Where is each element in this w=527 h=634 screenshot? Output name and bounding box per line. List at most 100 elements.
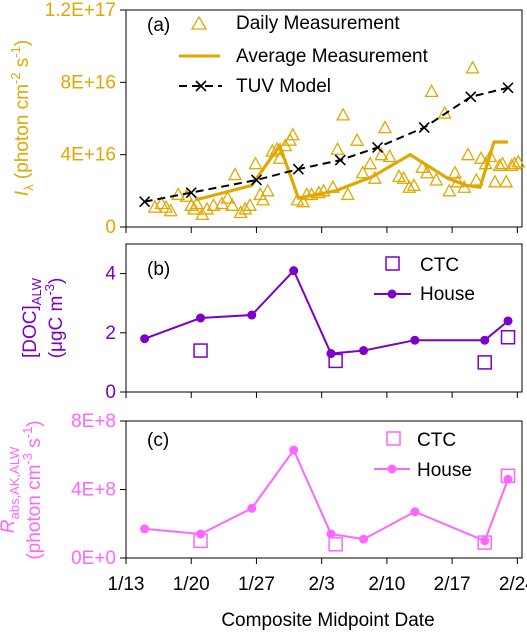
house-point [326,529,336,539]
panel-b-ylabel-line2: (μgC m-3) [42,278,67,359]
panel-c-ytick-label: 8E+8 [71,411,116,432]
legend-tuv-model: TUV Model [179,76,331,97]
legend-circle-marker [387,289,397,299]
daily-measurement-point [233,205,248,219]
panel-a-ylabel: Iλ (photon cm-2 s-1) [8,40,36,196]
legend-label: TUV Model [236,76,331,97]
legend-square-marker [385,256,400,271]
panel-b-ytick-label: 4 [105,264,116,285]
daily-measurement-point [340,187,355,201]
legend-label: CTC [417,430,456,451]
daily-measurement-point [499,174,514,188]
legend-daily-measurement: Daily Measurement [190,13,400,34]
panel-b-frame [125,243,523,393]
house-point [410,335,420,345]
house-point [140,334,150,344]
panel-c-ylabel-line2: (photon cm-3 s-1) [20,420,45,559]
daily-measurement-point [374,147,389,161]
legend-house: House [374,460,472,481]
daily-measurement-point [184,197,199,211]
daily-measurement-point [429,172,444,186]
tuv-model-point [465,91,477,103]
average-measurement-line [195,140,509,202]
ctc-point [500,329,516,345]
x-tick-label: 1/13 [108,574,145,595]
daily-measurement-point [189,196,204,210]
daily-measurement-point [206,197,221,211]
tuv-model-point [372,141,384,153]
daily-measurement-point [402,179,417,193]
house-point [289,266,299,276]
daily-measurement-point [504,158,519,172]
daily-measurement-point [260,183,275,197]
tuv-model-point [292,163,304,175]
daily-measurement-point [396,170,411,184]
tuv-model-point [334,154,346,166]
panel-c-ytick-label: 0E+0 [71,548,116,569]
daily-measurement-point [460,147,476,161]
daily-measurement-point [316,183,331,197]
legend-label: House [417,460,472,481]
house-point [326,349,336,359]
legend-circle-marker [387,464,397,474]
x-tick-label: 1/20 [173,574,210,595]
daily-measurement-point [437,105,452,119]
daily-measurement-point [424,84,439,98]
x-tick-label: 2/17 [434,574,471,595]
house-point [247,503,257,513]
house-point [359,534,369,544]
daily-measurement-point [220,190,235,204]
tuv-model-point [418,121,430,134]
daily-measurement-point [507,156,522,170]
daily-measurement-point [336,107,351,121]
legend-label: CTC [420,255,459,276]
daily-measurement-point [487,174,503,188]
house-point [247,310,257,320]
panel-c: 0E+0 4E+8 8E+8 [71,411,518,569]
ctc-point [477,535,492,550]
house-point [196,529,206,539]
house-point [359,346,369,356]
legend-label: Average Measurement [236,46,429,67]
panel-c-label: (c) [147,430,169,451]
daily-measurement-point [285,127,300,141]
house-point [196,313,206,323]
daily-measurement-point [225,197,240,211]
daily-measurement-point [495,156,510,170]
panel-b: 0 2 4 [105,264,518,403]
daily-measurement-point [238,201,253,215]
panel-b-ytick-label: 2 [105,323,116,344]
x-tick-label: 2/10 [368,574,405,595]
legend-label: House [420,284,475,305]
house-point [140,524,150,534]
daily-measurement-point [469,172,484,186]
house-point [480,335,490,345]
panel-a-ytick-label: 8E+16 [61,72,116,93]
daily-measurement-point [147,199,162,213]
daily-measurement-point [355,165,370,179]
panel-a-legend: Daily Measurement Average Measurement TU… [179,13,429,97]
daily-measurement-point [227,167,243,181]
daily-measurement-point [199,201,215,215]
x-tick-label: 1/27 [238,574,275,595]
panel-a: 0 4E+16 8E+16 1.2E+17 [45,0,526,238]
legend-house: House [374,284,475,305]
daily-measurement-point [483,149,498,163]
panel-a-ytick-label: 4E+16 [61,145,116,166]
daily-measurement-point [248,156,263,170]
daily-measurement-point [330,141,345,155]
panel-c-frame [125,420,523,559]
legend-x-marker [195,80,207,92]
daily-measurement-point [163,203,178,217]
daily-measurement-point [242,197,258,211]
x-axis: 1/13 1/20 1/27 2/3 2/10 2/17 2/24 [108,574,527,595]
daily-measurement-point [492,158,507,172]
daily-measurement-point [442,183,457,197]
legend-ctc: CTC [386,430,456,451]
daily-measurement-point [349,132,365,146]
panel-c-ytick-label: 4E+8 [71,480,116,501]
panel-a-frame [125,9,523,228]
daily-measurement-point [406,178,422,192]
tuv-model-point [502,82,514,94]
daily-measurement-point [179,188,194,202]
